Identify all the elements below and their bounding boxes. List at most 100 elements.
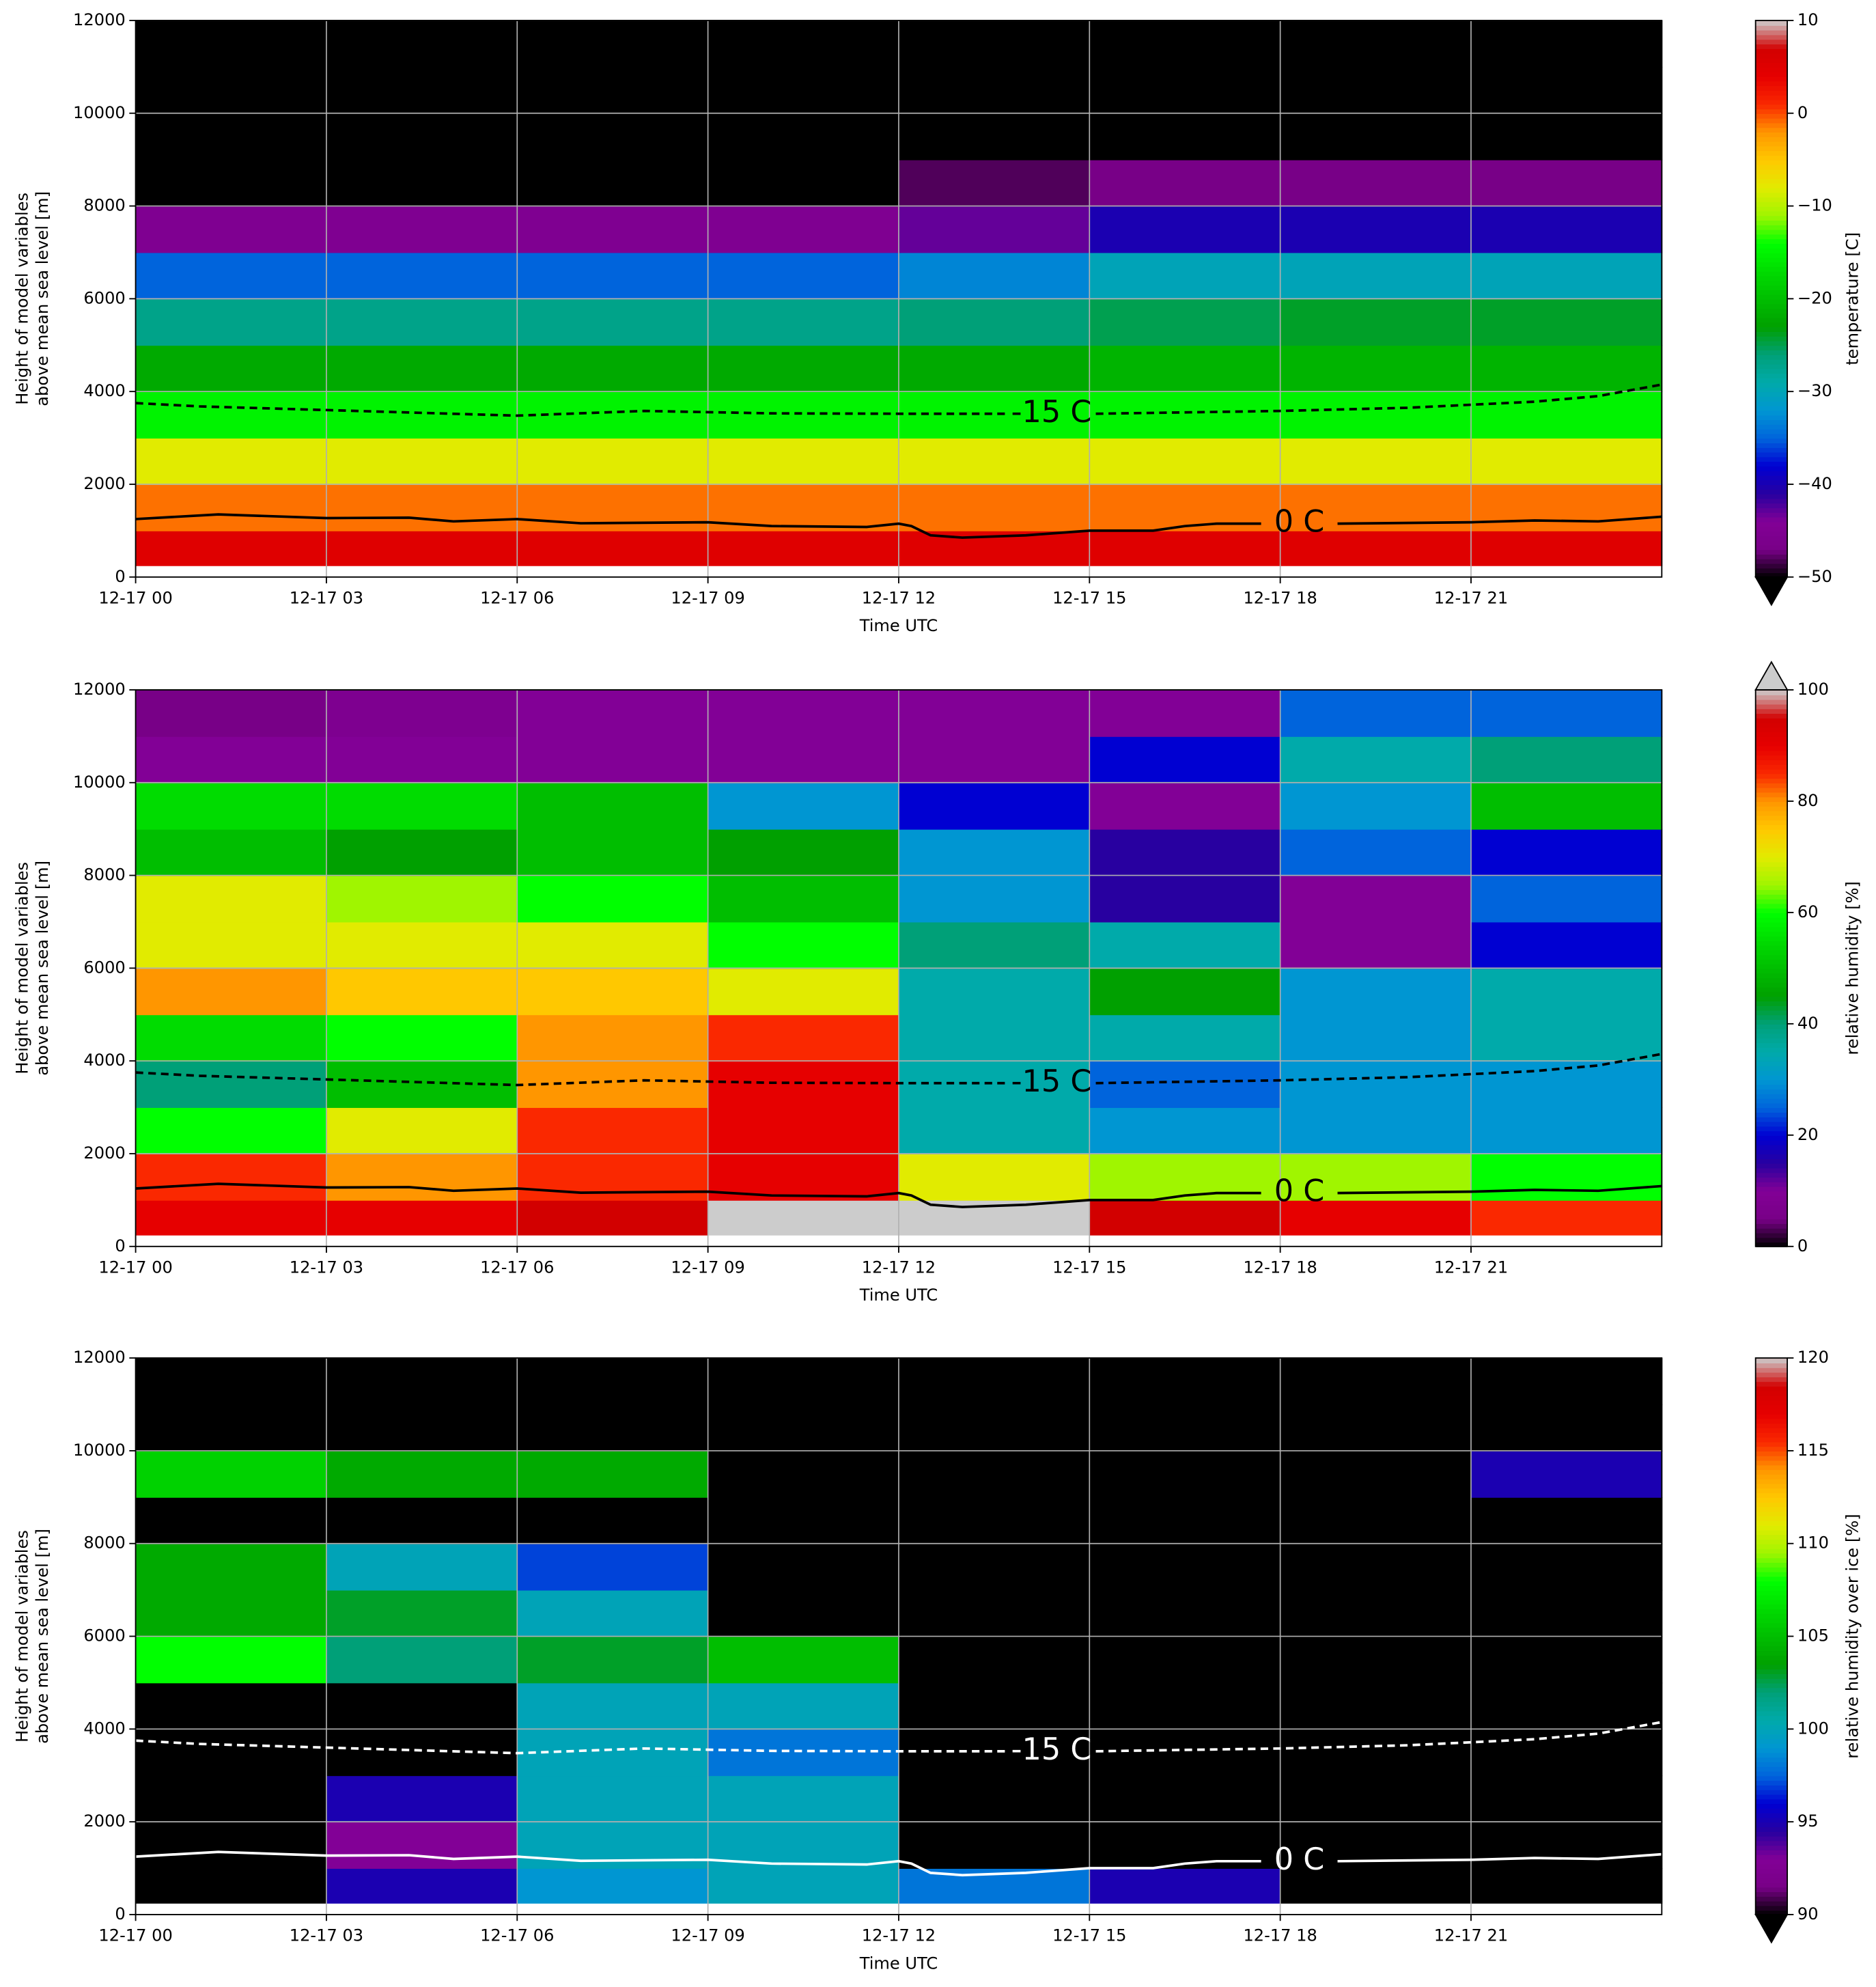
colorbar-segment	[1755, 470, 1788, 476]
heatmap-cell	[1470, 1107, 1663, 1154]
colorbar-segment	[1755, 150, 1788, 156]
colorbar-segment	[1755, 963, 1788, 969]
heatmap-cell	[326, 1822, 518, 1869]
heatmap-cell	[1470, 1199, 1663, 1236]
colorbar-segment	[1755, 419, 1788, 425]
y-tick-label: 12000	[73, 10, 126, 29]
heatmap-cell	[1089, 1107, 1281, 1154]
heatmap-cell	[1470, 1358, 1663, 1405]
colorbar-segment	[1755, 1859, 1788, 1865]
heatmap-cell	[1280, 1775, 1472, 1823]
colorbar-segment	[1755, 1534, 1788, 1540]
colorbar-extend	[1754, 576, 1789, 607]
colorbar-segment	[1755, 331, 1788, 337]
contour-line	[135, 383, 1662, 417]
colorbar-segment	[1755, 1446, 1788, 1452]
colorbar-segment	[1755, 284, 1788, 290]
heatmap-cell	[898, 1589, 1091, 1637]
colorbar-segment	[1755, 1664, 1788, 1670]
colorbar-segment	[1755, 377, 1788, 383]
colorbar-segment	[1755, 1144, 1788, 1150]
colorbar-segment	[1755, 354, 1788, 360]
colorbar-tick-label: −20	[1797, 288, 1832, 307]
heatmap-cell	[326, 438, 518, 485]
heatmap-cell	[517, 782, 709, 830]
colorbar-segment	[1755, 1130, 1788, 1136]
colorbar-segment	[1755, 1807, 1788, 1814]
heatmap-cell	[1470, 1497, 1663, 1544]
heatmap-cell	[1280, 1636, 1472, 1684]
colorbar-segment	[1755, 1872, 1788, 1878]
heatmap-cell	[135, 1199, 327, 1236]
colorbar-segment	[1755, 1455, 1788, 1461]
heatmap-cell	[517, 689, 709, 737]
colorbar-tick-label: 60	[1797, 902, 1819, 921]
heatmap-cell	[708, 345, 899, 393]
colorbar-segment	[1755, 1107, 1788, 1113]
colorbar-segment	[1755, 1181, 1788, 1187]
heatmap-cell	[326, 252, 518, 300]
heatmap-cell	[898, 391, 1091, 439]
colorbar-segment	[1755, 699, 1788, 705]
colorbar-tick-label: 100	[1797, 1719, 1829, 1738]
colorbar-segment	[1755, 1436, 1788, 1443]
colorbar-tick-label: 115	[1797, 1441, 1829, 1460]
colorbar-segment	[1755, 1385, 1788, 1391]
colorbar-segment	[1755, 1515, 1788, 1521]
colorbar-segment	[1755, 1074, 1788, 1081]
y-tick-label: 12000	[73, 680, 126, 699]
colorbar-segment	[1755, 373, 1788, 378]
y-axis-label: above mean sea level [m]	[33, 861, 52, 1076]
heatmap-cell	[898, 921, 1091, 969]
heatmap-cell	[708, 113, 899, 161]
colorbar-segment	[1755, 1877, 1788, 1883]
colorbar-segment	[1755, 104, 1788, 110]
heatmap-cell	[326, 1358, 518, 1405]
y-tick-label: 8000	[83, 865, 125, 885]
colorbar-segment	[1755, 935, 1788, 941]
heatmap-cell	[1280, 736, 1472, 783]
colorbar-segment	[1755, 1525, 1788, 1531]
heatmap-cell	[517, 1636, 709, 1684]
heatmap-cell	[326, 1404, 518, 1451]
heatmap-cell	[135, 1107, 327, 1154]
heatmap-cell	[898, 206, 1091, 253]
heatmap-cell	[517, 1404, 709, 1451]
colorbar-segment	[1755, 1005, 1788, 1011]
heatmap-cell	[517, 1107, 709, 1154]
heatmap-cell	[1280, 1729, 1472, 1777]
heatmap-cell	[135, 1497, 327, 1544]
colorbar-segment	[1755, 1636, 1788, 1642]
colorbar-tick-label: 120	[1797, 1348, 1829, 1367]
colorbar-segment	[1755, 1910, 1788, 1916]
colorbar-segment	[1755, 572, 1788, 578]
colorbar-segment	[1755, 1065, 1788, 1071]
colorbar-segment	[1755, 982, 1788, 988]
colorbar-segment	[1755, 1687, 1788, 1693]
heatmap-cell	[135, 968, 327, 1016]
heatmap-cell	[1280, 530, 1472, 566]
colorbar-segment	[1755, 34, 1788, 40]
colorbar-segment	[1755, 1701, 1788, 1707]
colorbar-tick-label: −50	[1797, 567, 1832, 586]
y-tick-label: 10000	[73, 103, 126, 122]
heatmap-cell	[517, 829, 709, 876]
colorbar-segment	[1755, 1381, 1788, 1387]
heatmap-cell	[135, 829, 327, 876]
colorbar-segment	[1755, 1845, 1788, 1850]
contour-label: -15 C	[1011, 394, 1091, 430]
heatmap-cell	[135, 113, 327, 161]
colorbar-segment	[1755, 1747, 1788, 1753]
colorbar-segment	[1755, 1464, 1788, 1471]
x-tick-label: 12-17 09	[671, 1926, 744, 1945]
heatmap-cell	[135, 530, 327, 566]
heatmap-cell	[135, 1868, 327, 1904]
colorbar-segment	[1755, 1209, 1788, 1215]
colorbar-segment	[1755, 1561, 1788, 1568]
colorbar-segment	[1755, 540, 1788, 546]
colorbar-tick-label: 90	[1797, 1904, 1819, 1923]
heatmap-cell	[898, 345, 1091, 393]
colorbar-segment	[1755, 1413, 1788, 1419]
colorbar-segment	[1755, 1669, 1788, 1674]
